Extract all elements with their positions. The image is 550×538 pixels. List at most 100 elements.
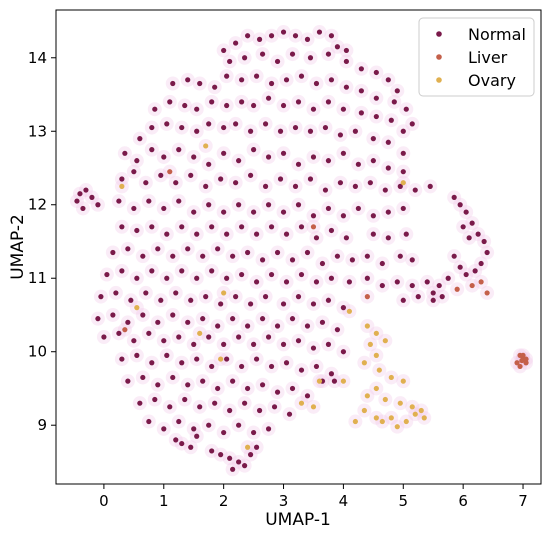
data-point-normal	[80, 205, 86, 212]
data-point-normal	[185, 246, 191, 252]
data-point-ovary	[373, 352, 379, 358]
data-point-normal	[155, 382, 161, 388]
data-point-normal	[236, 334, 242, 340]
data-point-normal	[292, 183, 299, 189]
data-point-normal	[268, 224, 275, 230]
y-tick-label: 12	[28, 196, 47, 214]
data-point-normal	[250, 429, 257, 436]
x-tick-label: 5	[399, 492, 409, 510]
data-point-liver	[520, 352, 526, 358]
data-point-normal	[110, 312, 116, 318]
data-point-normal	[179, 224, 185, 230]
data-point-normal	[256, 36, 263, 42]
data-point-normal	[310, 106, 317, 112]
data-point-liver	[167, 169, 173, 175]
data-point-normal	[259, 51, 266, 57]
data-point-normal	[158, 172, 164, 178]
data-point-normal	[328, 275, 335, 281]
data-point-normal	[334, 44, 341, 50]
data-point-normal	[295, 202, 302, 208]
data-point-normal	[194, 231, 200, 237]
data-point-normal	[463, 271, 469, 278]
data-point-normal	[457, 264, 463, 270]
data-point-normal	[239, 271, 245, 278]
data-point-ovary	[409, 404, 415, 410]
y-tick-label: 14	[28, 49, 47, 67]
data-point-normal	[343, 235, 350, 241]
data-point-normal	[328, 227, 335, 234]
data-point-normal	[218, 452, 224, 458]
data-point-normal	[280, 102, 287, 109]
data-point-normal	[385, 77, 391, 83]
data-point-normal	[373, 95, 379, 101]
data-point-normal	[337, 180, 344, 186]
data-point-normal	[200, 316, 206, 322]
data-point-normal	[233, 40, 239, 46]
data-point-normal	[445, 275, 451, 281]
data-point-normal	[140, 253, 146, 259]
data-point-normal	[164, 231, 170, 237]
y-axis-label: UMAP-2	[8, 214, 28, 280]
data-point-normal	[436, 282, 442, 289]
data-points	[74, 29, 529, 472]
data-point-normal	[274, 249, 281, 256]
data-point-normal	[403, 106, 409, 112]
data-point-normal	[245, 385, 251, 392]
data-point-normal	[161, 426, 167, 432]
data-point-normal	[340, 106, 347, 112]
data-point-normal	[233, 180, 239, 186]
data-point-normal	[185, 77, 191, 83]
data-point-ovary	[346, 308, 352, 314]
data-point-normal	[224, 231, 230, 237]
data-point-normal	[370, 136, 376, 142]
data-point-normal	[439, 294, 445, 300]
data-point-normal	[295, 294, 302, 300]
data-point-normal	[152, 106, 158, 112]
data-point-ovary	[364, 323, 370, 329]
data-point-normal	[397, 253, 403, 259]
data-point-normal	[218, 301, 224, 307]
data-point-normal	[155, 246, 161, 252]
data-point-normal	[271, 404, 278, 410]
data-point-ovary	[400, 180, 406, 186]
data-point-normal	[140, 312, 146, 318]
legend-marker-normal	[436, 31, 442, 37]
data-point-normal	[179, 124, 185, 131]
data-point-normal	[262, 294, 269, 300]
data-point-normal	[179, 440, 185, 447]
data-point-normal	[280, 341, 287, 347]
data-point-normal	[227, 455, 233, 461]
data-point-normal	[209, 99, 215, 105]
data-point-ovary	[373, 385, 379, 392]
data-point-normal	[304, 36, 311, 42]
data-point-normal	[340, 305, 347, 311]
data-point-normal	[340, 150, 347, 156]
data-point-normal	[191, 341, 197, 347]
data-point-ovary	[367, 341, 373, 347]
data-point-normal	[149, 124, 155, 131]
data-point-normal	[265, 202, 272, 208]
data-point-normal	[346, 279, 352, 285]
data-point-normal	[451, 253, 457, 259]
data-point-normal	[134, 158, 140, 164]
data-point-normal	[149, 147, 155, 153]
data-point-normal	[134, 275, 140, 281]
data-point-normal	[125, 378, 131, 384]
data-point-normal	[481, 238, 487, 245]
data-point-normal	[451, 194, 457, 200]
data-point-normal	[230, 253, 236, 259]
data-point-liver	[478, 279, 484, 285]
data-point-normal	[227, 58, 233, 65]
data-point-normal	[298, 224, 305, 230]
data-point-ovary	[403, 418, 409, 425]
data-point-normal	[478, 260, 484, 267]
data-point-normal	[289, 51, 296, 57]
data-point-normal	[268, 80, 275, 87]
data-point-normal	[331, 378, 338, 384]
data-point-normal	[179, 360, 185, 366]
data-point-normal	[239, 99, 245, 105]
data-point-normal	[119, 356, 125, 362]
data-point-normal	[310, 345, 317, 351]
data-point-ovary	[382, 396, 388, 403]
data-point-normal	[197, 404, 203, 410]
